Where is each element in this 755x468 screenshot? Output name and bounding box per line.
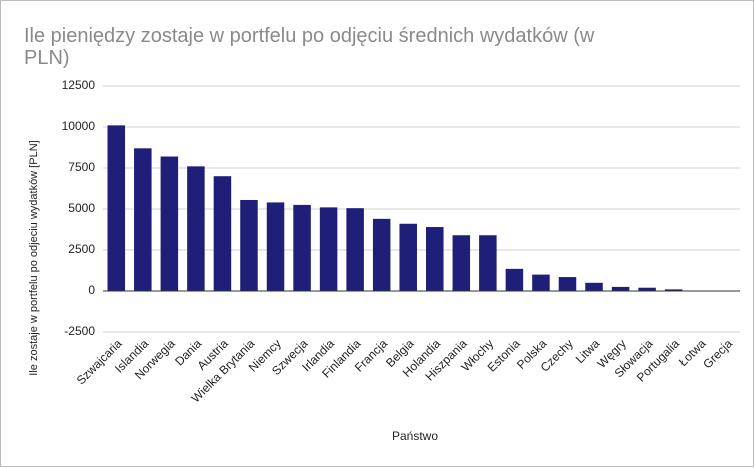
- bar: [372, 218, 391, 291]
- x-axis-title: Państwo: [392, 429, 438, 443]
- bar: [532, 274, 550, 291]
- bar: [293, 204, 311, 291]
- bar: [399, 223, 417, 291]
- bar: [505, 268, 524, 291]
- bar: [638, 287, 656, 291]
- y-axis-title: Ile zostaje w portfelu po odjeciu wydatk…: [28, 140, 40, 375]
- chart-title: Ile pieniędzy zostaje w portfelu po odję…: [24, 25, 595, 69]
- bar: [558, 277, 577, 291]
- bar: [134, 148, 152, 291]
- bar: [187, 166, 205, 291]
- bar: [240, 199, 258, 291]
- bar: [266, 202, 285, 291]
- y-tick-label: 10000: [62, 119, 96, 133]
- bar: [160, 156, 179, 291]
- bar: [479, 235, 497, 291]
- bar: [107, 125, 126, 291]
- bar: [611, 286, 630, 291]
- y-tick-label: -2500: [64, 324, 95, 338]
- bar: [319, 207, 338, 291]
- bar: [452, 235, 471, 291]
- bar: [346, 208, 364, 291]
- y-tick-label: 0: [88, 283, 95, 297]
- y-tick-label: 12500: [62, 78, 96, 92]
- y-tick-label: 5000: [68, 201, 95, 215]
- bar: [664, 289, 683, 291]
- bar: [426, 227, 444, 291]
- y-tick-label: 7500: [68, 160, 95, 174]
- bar: [213, 176, 232, 291]
- y-tick-label: 2500: [68, 242, 95, 256]
- bar: [585, 282, 603, 291]
